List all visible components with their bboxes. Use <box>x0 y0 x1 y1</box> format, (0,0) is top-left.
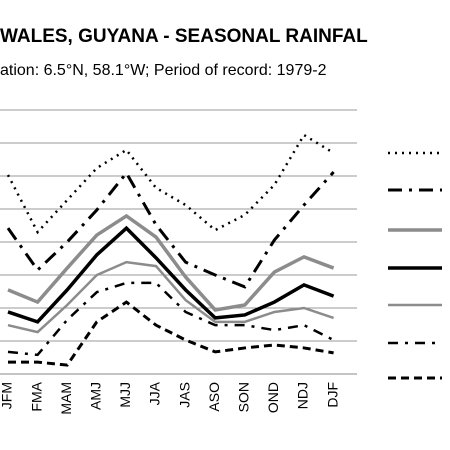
x-tick-label: OND <box>265 382 281 413</box>
series-line <box>8 300 334 367</box>
series-line <box>6 133 335 235</box>
x-tick-label: DJF <box>324 382 340 408</box>
chart-title: WALES, GUYANA - SEASONAL RAINFAL <box>0 26 368 47</box>
series-line <box>7 281 335 357</box>
x-tick-label: FMA <box>28 381 44 411</box>
x-tick-label: JJA <box>147 381 163 405</box>
x-tick-label: SON <box>236 382 252 412</box>
series-line <box>7 260 334 334</box>
series-line <box>7 213 335 312</box>
x-tick-label: MAM <box>58 382 74 415</box>
x-tick-label: JFM <box>0 382 15 409</box>
x-tick-label: JAS <box>176 382 192 408</box>
x-tick-label: MJJ <box>117 382 133 408</box>
x-tick-label: NDJ <box>295 382 311 409</box>
chart-subtitle: ation: 6.5°N, 58.1°W; Period of record: … <box>0 62 327 79</box>
series-line <box>7 225 335 324</box>
series-line <box>6 170 335 289</box>
x-tick-label: ASO <box>206 382 222 412</box>
x-tick-label: AMJ <box>88 382 104 410</box>
